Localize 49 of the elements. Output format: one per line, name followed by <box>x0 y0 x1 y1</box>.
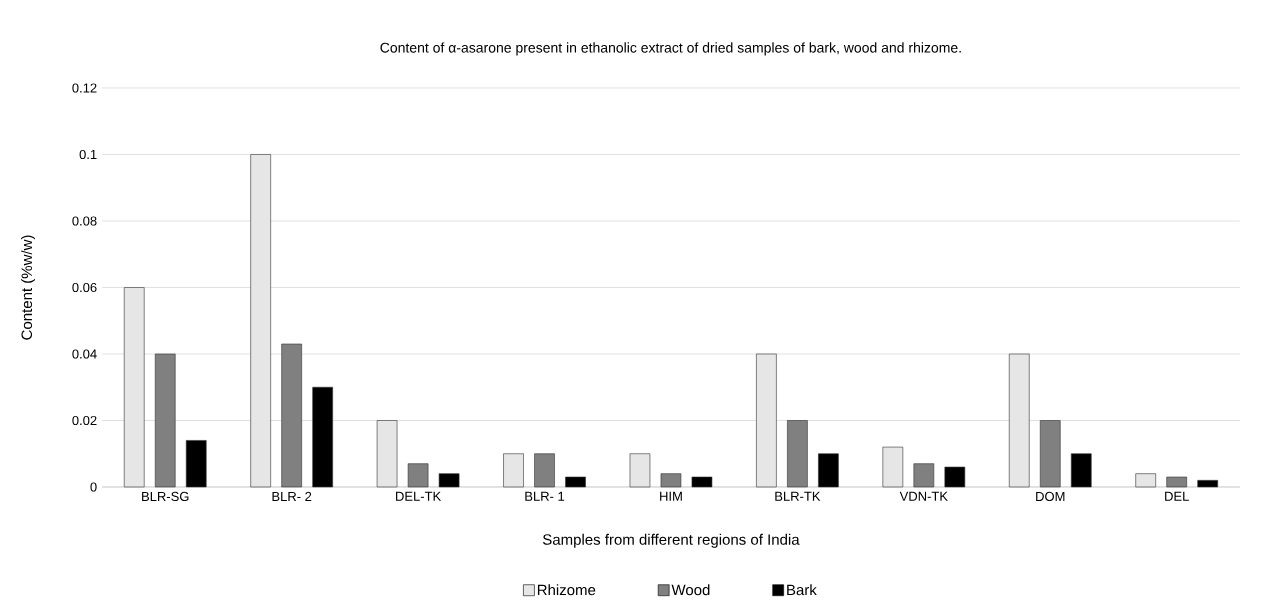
x-tick-label: DEL <box>1165 491 1189 501</box>
bar <box>787 420 808 488</box>
bar <box>1039 420 1061 488</box>
bar <box>1008 353 1030 488</box>
bar <box>503 453 524 488</box>
x-tick-label: HIM <box>660 491 682 501</box>
y-tick-label: 0 <box>90 482 97 492</box>
bar <box>376 420 398 488</box>
bar <box>660 473 682 488</box>
bar <box>250 154 271 488</box>
bar <box>438 473 460 488</box>
x-tick-label: DOM <box>1036 491 1065 502</box>
x-axis-title: Samples from different regions of India <box>542 533 800 548</box>
legend-label: Wood <box>671 584 710 596</box>
bar <box>1166 476 1187 488</box>
bar <box>185 440 207 488</box>
legend-label: Rhizome <box>537 584 596 596</box>
bar <box>756 353 777 488</box>
legend-label: Bark <box>787 584 817 596</box>
bar <box>944 466 966 488</box>
bar <box>123 287 145 488</box>
y-axis-title: Content (%w/w) <box>21 235 36 340</box>
bar <box>1197 480 1218 488</box>
bar <box>281 343 302 488</box>
y-tick-label: 0.06 <box>72 282 97 293</box>
bar <box>1135 473 1156 488</box>
bar <box>1070 453 1092 488</box>
bar <box>312 386 333 488</box>
chart-title: Content of α-asarone present in ethanolic extract of dried samples of bark, wood and rhizome. <box>380 42 961 56</box>
bar <box>565 476 586 488</box>
x-tick-label: DEL-TK <box>396 491 442 501</box>
x-tick-label: BLR- 1 <box>525 491 565 501</box>
bar <box>691 476 713 488</box>
y-tick-label: 0.04 <box>72 349 97 359</box>
bar <box>534 453 555 488</box>
bar <box>882 446 904 488</box>
x-tick-label: BLR-TK <box>775 491 821 501</box>
bar <box>913 463 935 488</box>
y-tick-label: 0.02 <box>72 415 97 426</box>
x-tick-label: BLR- 2 <box>272 491 312 501</box>
bar <box>818 453 839 488</box>
x-tick-label: BLR-SG <box>142 491 189 502</box>
y-tick-label: 0.12 <box>72 83 97 93</box>
bar <box>407 463 429 488</box>
y-tick-label: 0.08 <box>72 216 97 226</box>
y-tick-label: 0.1 <box>79 149 97 160</box>
bar <box>629 453 651 488</box>
bar <box>154 353 176 488</box>
x-tick-label: VDN-TK <box>899 491 948 501</box>
